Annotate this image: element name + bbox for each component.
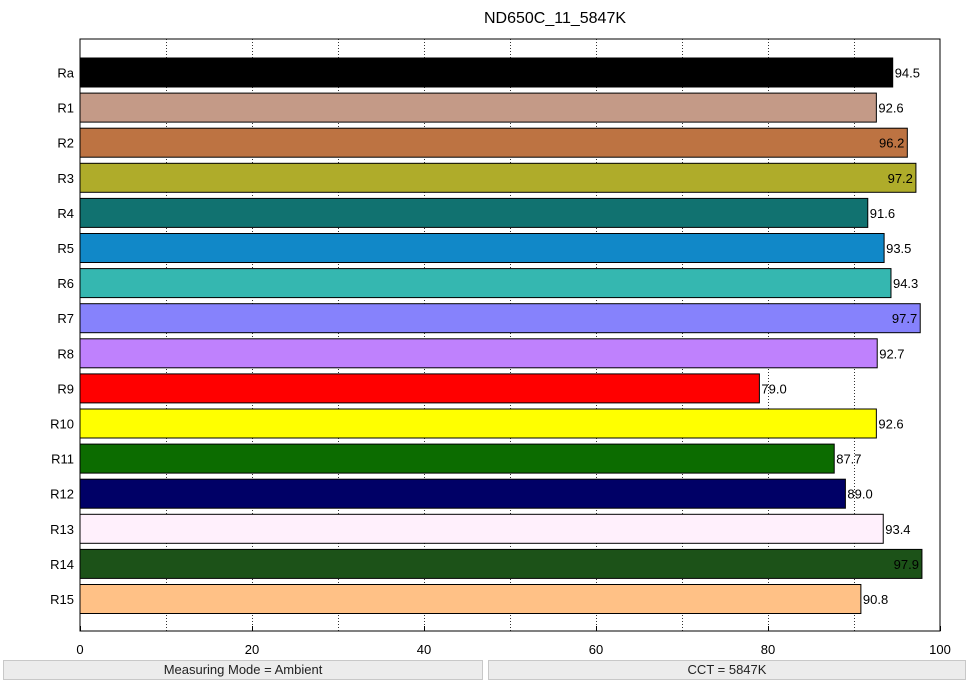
value-label: 93.5 — [886, 241, 911, 256]
category-label: R8 — [57, 346, 74, 361]
value-label: 97.2 — [888, 171, 913, 186]
bar-r7 — [79, 303, 921, 334]
status-bar: Measuring Mode = Ambient CCT = 5847K — [0, 659, 970, 683]
bar-r15 — [79, 584, 862, 614]
category-label: R10 — [50, 417, 74, 432]
bar-r3 — [79, 162, 917, 193]
bar-r9 — [79, 373, 760, 404]
value-label: 89.0 — [847, 487, 872, 502]
category-label: R9 — [57, 381, 74, 396]
bar-ra — [79, 57, 894, 88]
value-label: 93.4 — [885, 522, 910, 537]
bar-r12 — [79, 478, 846, 509]
value-label: 90.8 — [863, 592, 888, 607]
value-label: 92.7 — [879, 346, 904, 361]
x-tick-label: 100 — [929, 642, 951, 657]
bar-r8 — [79, 338, 878, 369]
category-label: Ra — [57, 66, 74, 81]
bar-r1 — [79, 92, 877, 123]
category-label: R7 — [57, 311, 74, 326]
category-label: R6 — [57, 276, 74, 291]
x-tick-label: 0 — [76, 642, 83, 657]
value-label: 87.7 — [836, 452, 861, 467]
value-label: 96.2 — [879, 136, 904, 151]
value-label: 92.6 — [878, 417, 903, 432]
category-label: R2 — [57, 136, 74, 151]
bar-r11 — [79, 443, 835, 474]
bar-r13 — [79, 513, 884, 544]
bar-r5 — [79, 233, 885, 263]
category-label: R13 — [50, 522, 74, 537]
x-tick-label: 40 — [417, 642, 431, 657]
cct-status: CCT = 5847K — [488, 660, 966, 680]
value-label: 94.5 — [895, 66, 920, 81]
value-label: 97.7 — [892, 311, 917, 326]
value-label: 79.0 — [761, 381, 786, 396]
x-tick-label: 80 — [761, 642, 775, 657]
x-tick-label: 60 — [589, 642, 603, 657]
chart-title: ND650C_11_5847K — [484, 10, 626, 27]
bar-r14 — [79, 548, 923, 579]
measuring-mode-status: Measuring Mode = Ambient — [3, 660, 483, 680]
value-label: 94.3 — [893, 276, 918, 291]
category-label: R4 — [57, 206, 74, 221]
value-label: 91.6 — [870, 206, 895, 221]
category-label: R5 — [57, 241, 74, 256]
value-label: 97.9 — [894, 557, 919, 572]
bar-r4 — [79, 197, 869, 228]
category-label: R3 — [57, 171, 74, 186]
category-label: R12 — [50, 487, 74, 502]
category-label: R14 — [50, 557, 74, 572]
category-label: R1 — [57, 101, 74, 116]
bar-r6 — [79, 268, 892, 299]
value-label: 92.6 — [878, 101, 903, 116]
category-label: R15 — [50, 592, 74, 607]
category-label: R11 — [51, 452, 74, 467]
chart: ND650C_11_5847K Ra 94.5 R1 92.6 R2 96.2 R3 97.2 R… — [50, 10, 951, 657]
x-tick-label: 20 — [245, 642, 259, 657]
bar-r10 — [79, 408, 877, 439]
bar-r2 — [79, 127, 908, 158]
